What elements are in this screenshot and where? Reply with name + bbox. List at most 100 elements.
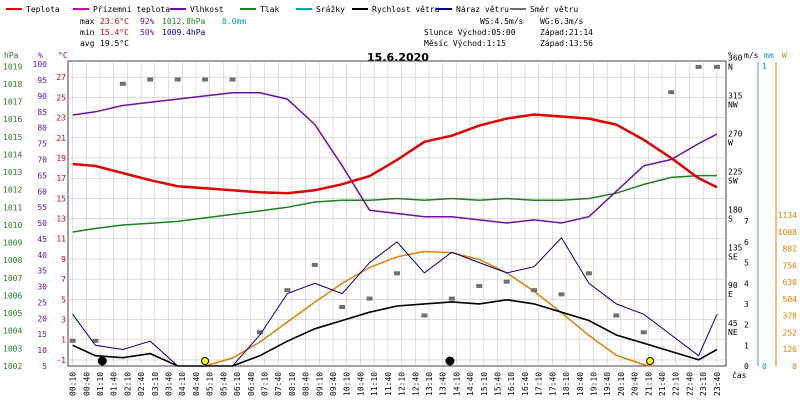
x-tick-label: 06:40 bbox=[247, 372, 256, 396]
legend-label: Rychlost větru bbox=[372, 5, 440, 14]
stats-avg-temp: 19.5°C bbox=[100, 39, 129, 48]
direction-tick-label: 45 bbox=[728, 319, 738, 328]
humidity-tick-label: 75 bbox=[37, 140, 47, 149]
x-tick-label: 07:10 bbox=[260, 372, 269, 396]
direction-tick-label: SW bbox=[728, 176, 738, 185]
sunset-marker bbox=[646, 357, 655, 365]
temperature-line bbox=[72, 113, 718, 195]
legend-label: Teplota bbox=[26, 5, 60, 14]
pressure-line bbox=[72, 174, 717, 233]
solar-tick-label: 756 bbox=[783, 261, 798, 270]
pressure-tick-label: 1010 bbox=[3, 221, 22, 230]
x-tick-label: 08:40 bbox=[302, 372, 311, 396]
direction-point bbox=[695, 64, 702, 69]
legend-label: Tlak bbox=[260, 5, 279, 14]
direction-point bbox=[339, 305, 346, 310]
x-tick-label: 15:40 bbox=[494, 372, 503, 396]
humidity-tick-label: 80 bbox=[37, 124, 47, 133]
solar-tick-label: 378 bbox=[783, 312, 798, 321]
x-tick-label: 04:40 bbox=[192, 372, 201, 396]
wind-tick-label: 5 bbox=[744, 259, 749, 268]
direction-tick-label: 225 bbox=[728, 167, 743, 176]
humidity-tick-label: 15 bbox=[37, 330, 47, 339]
pressure-tick-label: 1015 bbox=[3, 133, 22, 142]
pressure-tick-label: 1009 bbox=[3, 239, 22, 248]
solar-tick-label: 1134 bbox=[778, 211, 797, 220]
rain-tick-label: 1 bbox=[762, 62, 767, 71]
x-tick-label: 23:10 bbox=[699, 372, 708, 396]
x-tick-label: 06:10 bbox=[233, 372, 242, 396]
direction-point bbox=[119, 81, 126, 86]
sun-rise: Slunce Východ:05:00 bbox=[424, 28, 516, 37]
pressure-tick-label: 1013 bbox=[3, 168, 22, 177]
x-tick-label: 08:10 bbox=[288, 372, 297, 396]
x-tick-label: 19:10 bbox=[589, 372, 598, 396]
wind-tick-label: 0 bbox=[744, 362, 749, 371]
direction-point bbox=[229, 77, 236, 82]
pressure-tick-label: 1003 bbox=[3, 344, 22, 353]
chart-title: 15.6.2020 bbox=[367, 51, 429, 64]
x-tick-label: 23:40 bbox=[713, 372, 722, 396]
direction-point bbox=[503, 279, 510, 284]
humidity-tick-label: 35 bbox=[37, 267, 47, 276]
moonrise-marker bbox=[97, 356, 107, 366]
temp-tick-label: 21 bbox=[56, 134, 66, 143]
pressure-tick-label: 1007 bbox=[3, 274, 22, 283]
solar-tick-label: 1008 bbox=[778, 228, 797, 237]
x-tick-label: 00:10 bbox=[69, 372, 78, 396]
x-tick-label: 16:10 bbox=[507, 372, 516, 396]
x-tick-label: 07:40 bbox=[274, 372, 283, 396]
unit-deg: ° bbox=[727, 51, 732, 60]
x-tick-label: 05:10 bbox=[206, 372, 215, 396]
solar-line bbox=[204, 250, 653, 367]
plot-frame bbox=[67, 60, 727, 367]
direction-point bbox=[640, 330, 647, 335]
rain-tick-label: 0 bbox=[762, 362, 767, 371]
temp-tick-label: 3 bbox=[61, 316, 66, 325]
direction-point bbox=[202, 77, 209, 82]
pressure-tick-label: 1006 bbox=[3, 291, 22, 300]
y-axis-ticks: 1002100310041005100610071008100910101011… bbox=[3, 54, 797, 371]
wind-tick-label: 4 bbox=[744, 279, 749, 288]
direction-point bbox=[531, 288, 538, 293]
humidity-line bbox=[72, 92, 718, 224]
pressure-tick-label: 1018 bbox=[3, 80, 22, 89]
direction-tick-label: 360 bbox=[728, 54, 743, 63]
legend: Teplota Přízemní teplota Vlhkost Tlak Srážky… bbox=[6, 5, 578, 14]
temp-tick-label: 9 bbox=[61, 255, 66, 264]
wind-tick-label: 3 bbox=[744, 300, 749, 309]
direction-tick-label: SE bbox=[728, 252, 738, 261]
direction-tick-label: S bbox=[728, 214, 733, 223]
direction-tick-label: 270 bbox=[728, 130, 743, 139]
temp-tick-label: 13 bbox=[56, 215, 66, 224]
humidity-tick-label: 65 bbox=[37, 171, 47, 180]
direction-tick-label: 315 bbox=[728, 92, 743, 101]
solar-tick-label: 630 bbox=[783, 278, 798, 287]
direction-tick-label: E bbox=[728, 290, 733, 299]
direction-point bbox=[92, 338, 99, 343]
direction-point bbox=[668, 90, 675, 95]
legend-label: Směr větru bbox=[530, 5, 578, 14]
direction-point bbox=[713, 64, 720, 69]
stats-min-hum: 50% bbox=[140, 28, 155, 37]
x-tick-label: 05:40 bbox=[219, 372, 228, 396]
x-tick-label: 21:40 bbox=[658, 372, 667, 396]
x-tick-label: 04:10 bbox=[178, 372, 187, 396]
pressure-tick-label: 1011 bbox=[3, 203, 22, 212]
direction-point bbox=[284, 288, 291, 293]
plot-area bbox=[69, 64, 720, 367]
x-tick-label: 11:10 bbox=[370, 372, 379, 396]
temp-tick-label: 25 bbox=[56, 93, 66, 102]
legend-label: Náraz větru bbox=[456, 5, 509, 14]
unit-temp: °C bbox=[58, 51, 68, 60]
x-tick-label: 03:40 bbox=[165, 372, 174, 396]
direction-point bbox=[613, 313, 620, 318]
solar-tick-label: 504 bbox=[783, 295, 798, 304]
wind-tick-label: 2 bbox=[744, 321, 749, 330]
stats-max-temp: 23.6°C bbox=[100, 17, 129, 26]
humidity-tick-label: 25 bbox=[37, 298, 47, 307]
pressure-tick-label: 1008 bbox=[3, 256, 22, 265]
stats-max-label: max bbox=[80, 17, 95, 26]
direction-tick-label: N bbox=[728, 63, 733, 72]
stats-min-label: min bbox=[80, 28, 95, 37]
